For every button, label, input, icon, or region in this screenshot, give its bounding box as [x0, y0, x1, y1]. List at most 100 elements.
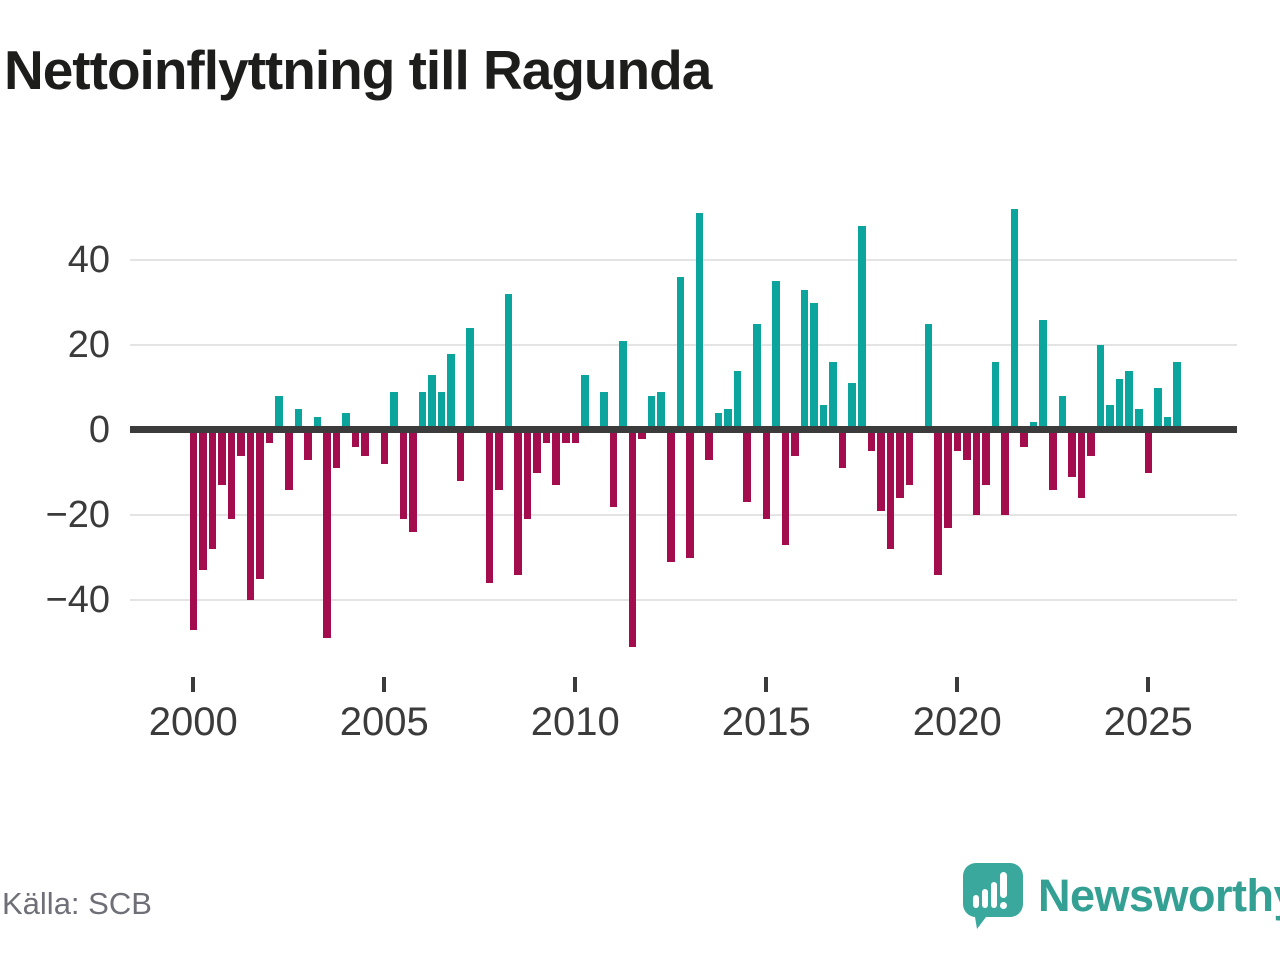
- bar-2024-q2: [1115, 379, 1124, 430]
- y-axis-label--20: −20: [45, 494, 110, 536]
- bar-2007-q1: [456, 430, 465, 481]
- bar-2024-q1: [1106, 404, 1114, 430]
- bar-2022-q3: [1049, 430, 1057, 490]
- bar-2001-q2: [237, 430, 245, 456]
- bar-2021-q1: [991, 362, 1000, 430]
- bar-2013-q4: [714, 413, 723, 430]
- bar-2010-q1: [571, 430, 580, 443]
- bar-2018-q2: [886, 430, 895, 549]
- source-note: Källa: SCB: [2, 886, 152, 921]
- x-axis-tick-2000: [191, 677, 196, 692]
- bar-2018-q1: [877, 430, 885, 511]
- bar-2023-q1: [1068, 430, 1076, 477]
- bar-2003-q1: [304, 430, 312, 460]
- bar-2001-q1: [227, 430, 236, 520]
- bar-2019-q4: [943, 430, 952, 528]
- bar-2023-q4: [1096, 345, 1105, 430]
- bar-2008-q2: [504, 294, 513, 430]
- bar-2025-q4: [1173, 362, 1181, 430]
- bar-2021-q2: [1001, 430, 1009, 515]
- bar-2005-q3: [399, 430, 408, 520]
- bar-2009-q2: [542, 430, 551, 443]
- newsworthy-wordmark: Newsworthy: [1038, 870, 1280, 921]
- bar-2002-q1: [265, 430, 274, 443]
- bar-2010-q2: [581, 374, 589, 430]
- newsworthy-logo: Newsworthy: [962, 862, 1280, 930]
- bar-2021-q3: [1010, 209, 1019, 430]
- bar-2017-q1: [838, 430, 847, 469]
- bar-2022-q2: [1039, 319, 1048, 430]
- bar-2000-q4: [218, 430, 226, 486]
- bar-2008-q4: [523, 430, 532, 520]
- bar-2022-q1: [1029, 421, 1038, 430]
- bar-2020-q4: [982, 430, 990, 486]
- x-axis-label-2000: 2000: [148, 700, 238, 744]
- bar-2012-q2: [657, 391, 666, 430]
- bar-2011-q4: [638, 430, 646, 439]
- bar-2002-q2: [275, 396, 284, 430]
- bar-2020-q3: [972, 430, 981, 515]
- bar-2015-q4: [791, 430, 799, 456]
- bar-2024-q3: [1125, 370, 1133, 430]
- bar-2000-q1: [189, 430, 198, 630]
- bar-2016-q2: [810, 302, 818, 430]
- bar-2021-q4: [1020, 430, 1028, 447]
- bar-2018-q3: [896, 430, 904, 498]
- bar-2016-q4: [829, 362, 837, 430]
- bar-2017-q4: [867, 430, 876, 452]
- bar-2015-q1: [762, 430, 771, 520]
- bar-2018-q4: [905, 430, 914, 486]
- bar-2020-q1: [953, 430, 962, 452]
- bar-2004-q1: [342, 413, 350, 430]
- x-axis-tick-2010: [573, 677, 578, 692]
- gridline-y-40: [130, 259, 1237, 261]
- bar-2003-q3: [323, 430, 331, 639]
- bar-2017-q2: [848, 383, 857, 430]
- y-axis-label-40: 40: [67, 239, 110, 281]
- bar-2010-q4: [600, 391, 608, 430]
- bar-2006-q4: [447, 353, 455, 430]
- bar-2009-q1: [533, 430, 541, 473]
- bar-2013-q3: [705, 430, 713, 460]
- bar-2022-q4: [1058, 396, 1067, 430]
- bar-2014-q2: [733, 370, 742, 430]
- y-axis-label-0: 0: [88, 409, 110, 451]
- bar-2003-q4: [332, 430, 341, 469]
- bar-2006-q2: [428, 374, 436, 430]
- gridline-y--20: [130, 514, 1237, 516]
- newsworthy-bubble-chart-icon: [962, 862, 1024, 930]
- x-axis-zero-line: [130, 426, 1237, 433]
- bar-2014-q4: [752, 323, 761, 430]
- bar-2011-q3: [628, 430, 637, 647]
- gridline-y--40: [130, 599, 1237, 601]
- bar-2001-q4: [256, 430, 264, 579]
- x-axis-label-2010: 2010: [530, 700, 620, 744]
- bar-2011-q1: [609, 430, 618, 507]
- bar-2009-q4: [561, 430, 570, 443]
- bar-2000-q2: [199, 430, 207, 571]
- x-axis-label-2020: 2020: [912, 700, 1002, 744]
- bar-2007-q2: [466, 328, 475, 430]
- chart-title: Nettoinflyttning till Ragunda: [4, 39, 712, 101]
- bar-2012-q3: [667, 430, 675, 562]
- bar-2007-q4: [485, 430, 494, 583]
- bar-2019-q2: [924, 323, 933, 430]
- bar-2015-q3: [781, 430, 790, 545]
- bar-2001-q3: [246, 430, 255, 600]
- bar-2004-q3: [361, 430, 369, 456]
- x-axis-tick-2005: [382, 677, 387, 692]
- bar-2002-q4: [294, 408, 303, 430]
- bar-2025-q3: [1163, 417, 1172, 430]
- x-axis-tick-2020: [955, 677, 960, 692]
- bar-2008-q1: [495, 430, 503, 490]
- x-axis-label-2005: 2005: [339, 700, 429, 744]
- x-axis-tick-2025: [1146, 677, 1151, 692]
- bar-2020-q2: [963, 430, 971, 460]
- bar-2002-q3: [285, 430, 293, 490]
- bar-2013-q1: [686, 430, 694, 558]
- bar-2000-q3: [208, 430, 217, 549]
- bar-2006-q3: [437, 391, 446, 430]
- bar-2011-q2: [619, 340, 627, 430]
- bar-2014-q3: [743, 430, 751, 503]
